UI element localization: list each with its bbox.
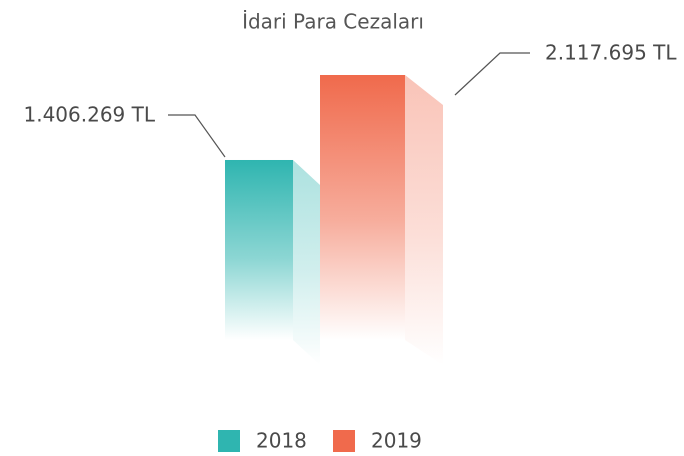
data-label: 1.406.269 TL [23, 102, 155, 126]
leader-line [168, 114, 226, 158]
legend-swatch [333, 430, 355, 452]
data-label: 2.117.695 TL [545, 41, 677, 65]
leader-line [454, 52, 530, 96]
bar [320, 75, 405, 340]
bar-side [293, 159, 320, 365]
legend-label: 2019 [371, 429, 422, 453]
legend-label: 2018 [256, 429, 307, 453]
bar [225, 159, 293, 340]
legend-swatch [218, 430, 240, 452]
bar-side [405, 75, 443, 365]
chart-title: İdari Para Cezaları [242, 10, 424, 34]
